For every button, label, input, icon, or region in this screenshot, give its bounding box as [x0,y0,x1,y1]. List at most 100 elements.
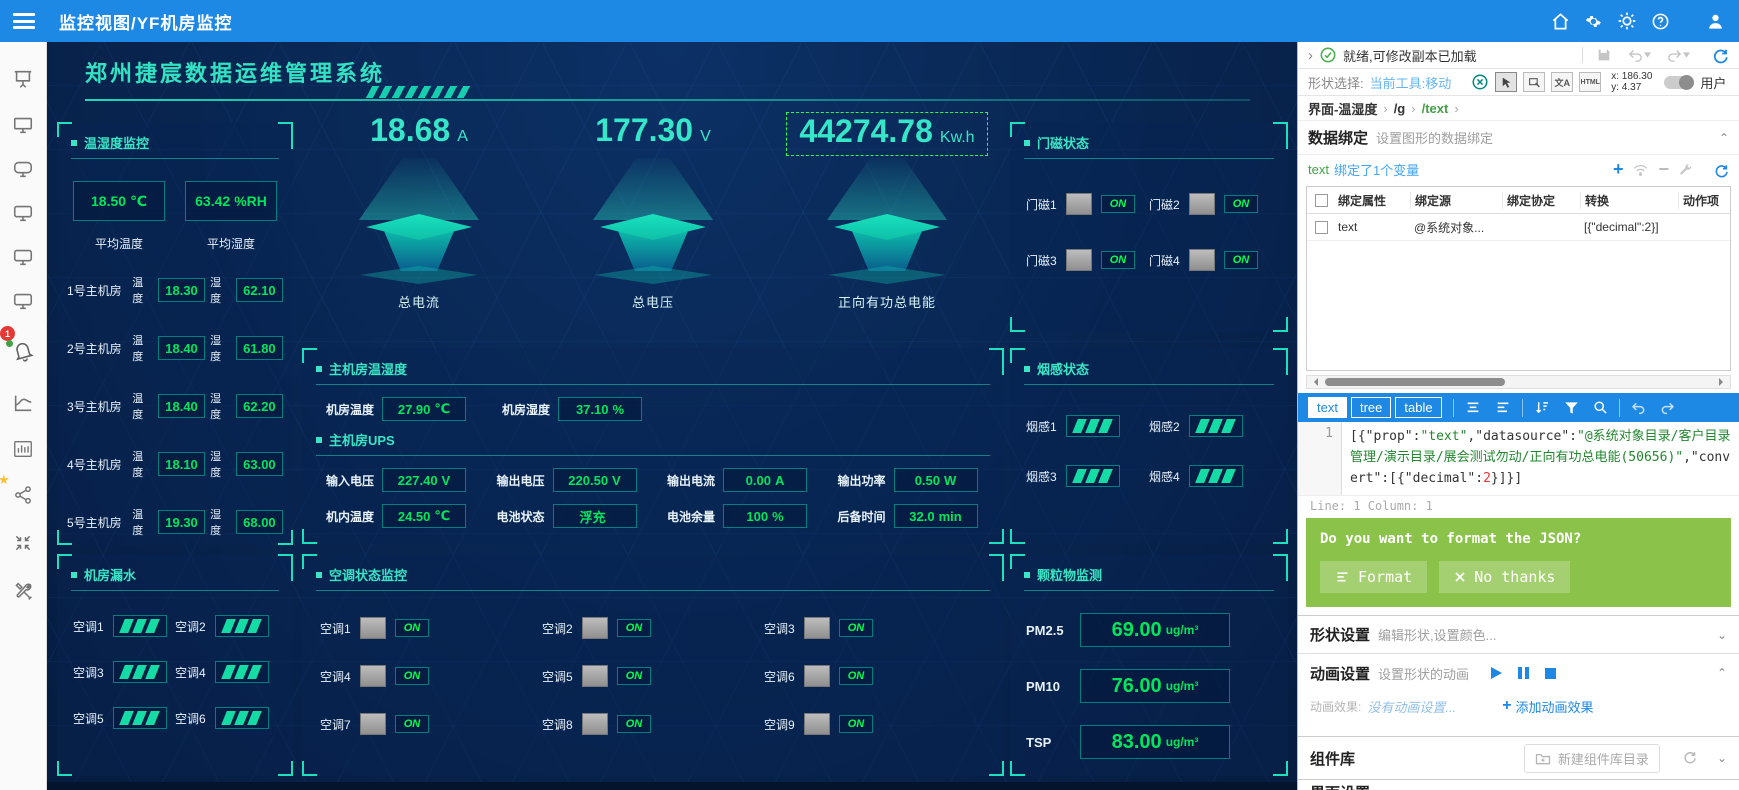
room-temp[interactable]: 18.40 [157,394,206,418]
breadcrumb-current[interactable]: /text [1421,100,1449,116]
select-all-checkbox[interactable] [1315,193,1328,207]
ac-switch[interactable] [359,617,386,639]
refresh-library-icon[interactable] [1682,749,1697,767]
bar-chart-icon[interactable] [8,434,38,464]
ac-switch[interactable] [359,713,386,735]
help-icon[interactable] [1651,12,1670,31]
ups-field-box[interactable]: 227.40 V [382,468,466,492]
ups-field-box[interactable]: 100% [723,504,807,528]
breadcrumb-group[interactable]: /g [1393,100,1406,116]
pm25-box[interactable]: 69.00 ug/m³ [1080,613,1230,647]
marquee-tool-icon[interactable] [1523,72,1546,92]
play-animation-icon[interactable] [1491,667,1503,679]
door-switch[interactable] [1065,249,1092,271]
room-hum[interactable]: 61.80 [235,336,283,360]
tools-icon[interactable] [8,576,38,606]
expand-section-icon[interactable]: ⌄ [1716,627,1727,642]
ac-on-indicator[interactable]: ON [838,715,874,733]
metric-total-current[interactable]: 18.68 A 总电流 [302,112,536,347]
horizontal-scrollbar[interactable] [1306,375,1731,389]
alarm-bell-icon[interactable]: 1 [0,326,38,366]
reload-icon[interactable] [1711,46,1729,64]
scroll-right-arrow[interactable] [1719,378,1727,386]
ups-field-box[interactable]: 0.00 A [723,468,807,492]
new-component-folder-button[interactable]: 新建组件库目录 [1523,743,1660,773]
ac-on-indicator[interactable]: ON [838,667,874,685]
display-icon-1[interactable] [8,110,38,140]
tab-text[interactable]: text [1308,397,1347,418]
undo-edit-icon[interactable] [1631,401,1647,415]
row-checkbox[interactable] [1315,220,1328,234]
filter-icon[interactable] [1564,401,1579,415]
home-icon[interactable] [1551,12,1570,31]
expand-section-icon[interactable]: ⌄ [1716,751,1727,765]
sort-icon[interactable] [1534,400,1550,415]
ac-switch[interactable] [803,713,830,735]
menu-icon[interactable] [13,13,35,29]
ups-field-box[interactable]: 32.0 min [893,504,978,528]
display-icon-4[interactable] [8,242,38,272]
door-on-indicator[interactable]: ON [1100,195,1136,213]
ac-switch[interactable] [803,665,830,687]
room-temp[interactable]: 18.30 [157,278,206,302]
smoke-indicator[interactable] [1065,415,1120,437]
smoke-indicator[interactable] [1188,465,1243,487]
ac-switch[interactable] [803,617,830,639]
leak-indicator[interactable] [112,615,167,637]
redo-icon[interactable] [1666,48,1690,63]
tab-table[interactable]: table [1395,397,1442,418]
ac-on-indicator[interactable]: ON [616,715,652,733]
room-hum[interactable]: 62.10 [235,278,283,302]
tab-tree[interactable]: tree [1350,397,1392,418]
html-tool-icon[interactable]: HTML [1579,72,1602,92]
deselect-icon[interactable] [1471,73,1489,91]
breadcrumb-root[interactable]: 界面-温湿度 [1308,101,1378,117]
avg-temp-box[interactable]: 18.50 ℃ [73,181,165,221]
leak-indicator[interactable] [214,707,269,729]
search-icon[interactable] [1593,400,1608,415]
user-icon[interactable] [1706,12,1725,31]
redo-edit-icon[interactable] [1659,401,1675,415]
room-hum[interactable]: 68.00 [235,510,283,534]
no-thanks-button[interactable]: No thanks [1439,561,1571,593]
collapse-arrows-icon[interactable] [8,528,38,558]
move-tool-icon[interactable] [1495,72,1518,92]
presentation-screen-icon[interactable] [8,64,38,94]
tsp-box[interactable]: 83.00 ug/m³ [1080,725,1230,759]
ac-switch[interactable] [581,713,608,735]
add-animation-button[interactable]: + 添加动画效果 [1502,697,1594,715]
leak-indicator[interactable] [214,615,269,637]
collapse-panel-icon[interactable]: › [1308,46,1313,64]
settings-icon[interactable] [1584,12,1603,31]
door-on-indicator[interactable]: ON [1223,195,1259,213]
room-temp[interactable]: 19.30 [157,510,206,534]
refresh-bindings-icon[interactable] [1713,162,1729,178]
door-on-indicator[interactable]: ON [1100,251,1136,269]
pm10-box[interactable]: 76.00 ug/m³ [1080,669,1230,703]
ac-on-indicator[interactable]: ON [616,619,652,637]
metric-total-energy-selected[interactable]: 44274.78 Kw.h 正向有功总电能 [770,112,1004,347]
leak-indicator[interactable] [214,661,269,683]
door-switch[interactable] [1065,193,1092,215]
translate-tool-icon[interactable]: 文A [1551,72,1574,92]
room-temp-box[interactable]: 27.90 ℃ [382,397,466,421]
collapse-section-icon[interactable]: ⌃ [1716,666,1727,680]
ups-field-box[interactable]: 220.50 V [552,468,637,492]
ac-on-indicator[interactable]: ON [394,667,430,685]
remove-binding-icon[interactable]: − [1658,159,1669,179]
user-mode-toggle[interactable] [1664,74,1695,90]
room-hum[interactable]: 62.20 [235,394,283,418]
room-temp[interactable]: 18.40 [157,336,206,360]
room-temp[interactable]: 18.10 [157,452,206,476]
smoke-indicator[interactable] [1065,465,1120,487]
ac-switch[interactable] [359,665,386,687]
undo-icon[interactable] [1627,48,1651,63]
leak-indicator[interactable] [112,661,167,683]
settings-alt-icon[interactable] [1617,11,1637,31]
code-content[interactable]: [{"prop":"text","datasource":"@系统对象目录/客户… [1350,429,1731,486]
signal-icon[interactable] [1633,163,1648,176]
room-hum[interactable]: 63.00 [235,452,283,476]
display-icon-3[interactable] [8,198,38,228]
door-switch[interactable] [1188,249,1215,271]
json-code-editor[interactable]: 1 [{"prop":"text","datasource":"@系统对象目录/… [1298,422,1739,496]
